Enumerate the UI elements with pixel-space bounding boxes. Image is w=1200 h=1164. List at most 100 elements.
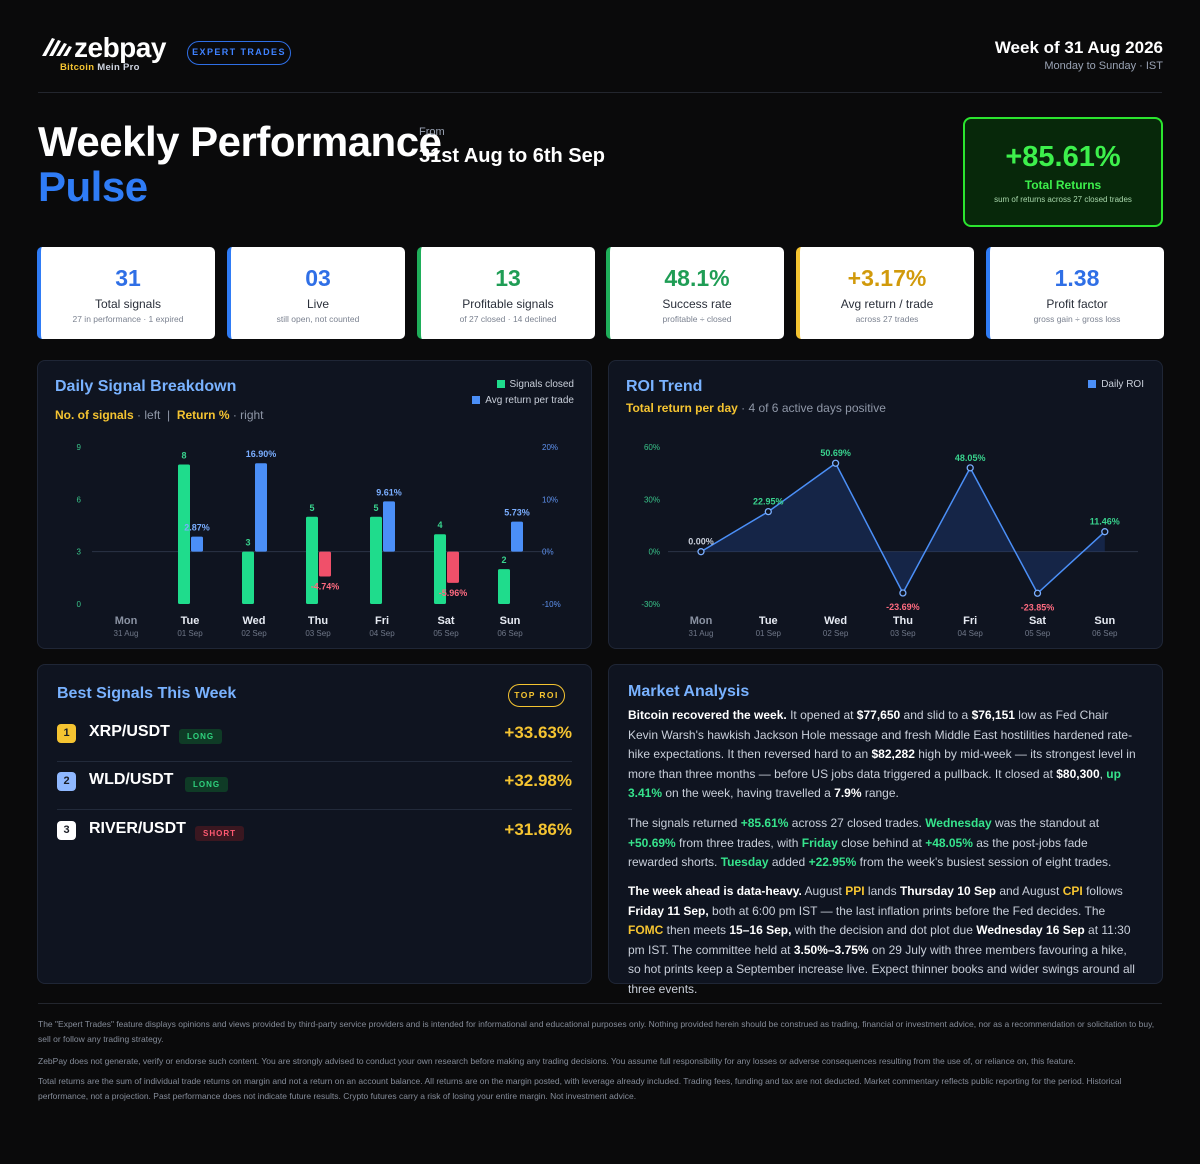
x-tick-day: Mon bbox=[690, 615, 713, 627]
signal-roi: +31.86% bbox=[504, 820, 572, 839]
daily-breakdown-title: Daily Signal Breakdown bbox=[55, 378, 237, 395]
brand-tagline: Bitcoin Mein Pro bbox=[60, 62, 140, 73]
y-left-tick: 0 bbox=[77, 600, 82, 609]
bar-label-return: -5.96% bbox=[439, 588, 468, 598]
market-p2-seg: The signals returned bbox=[628, 816, 741, 830]
stat-label: Avg return / trade bbox=[840, 297, 934, 311]
top-roi-badge[interactable]: TOP ROI bbox=[508, 684, 565, 707]
expert-trades-pill[interactable]: EXPERT TRADES bbox=[187, 41, 291, 65]
market-p3-seg: Friday 11 Sep, bbox=[628, 903, 709, 918]
market-p3-seg: follows bbox=[1082, 884, 1123, 898]
y-left-tick: 6 bbox=[77, 495, 82, 504]
daily-breakdown-chart: 0 3 6 9 -10% 0% 10% 20% Mon 31 Aug 8 2.87% Tue 01 Sep… bbox=[77, 443, 561, 638]
roi-trend-subtitle: Total return per day · 4 of 6 active day… bbox=[626, 401, 886, 415]
roi-point bbox=[1033, 589, 1042, 597]
market-p3-seg: The week ahead is data-heavy. bbox=[628, 884, 802, 898]
stat-label: Success rate bbox=[662, 297, 732, 311]
x-tick-date: 05 Sep bbox=[1025, 629, 1051, 638]
page-title: Weekly Performance bbox=[38, 118, 442, 165]
market-p3-seg: PPI bbox=[845, 884, 865, 898]
rank-badge: 1 bbox=[57, 724, 76, 743]
bar-avg-return bbox=[319, 551, 331, 577]
stat-sub: of 27 closed · 14 declined bbox=[459, 314, 557, 324]
stat-value: +3.17% bbox=[847, 265, 927, 291]
y-left-tick: 3 bbox=[77, 548, 82, 557]
bar-signals-closed bbox=[434, 534, 446, 604]
x-tick-day: Fri bbox=[375, 615, 389, 627]
bar-label-return: 5.73% bbox=[504, 508, 530, 518]
x-tick-day: Thu bbox=[308, 615, 328, 627]
signal-roi: +32.98% bbox=[504, 771, 572, 790]
x-tick-date: 03 Sep bbox=[305, 629, 331, 638]
market-p2-seg: was the standout at bbox=[991, 816, 1100, 830]
rank-badge: 3 bbox=[57, 821, 76, 840]
bar-avg-return bbox=[511, 521, 523, 552]
market-p1-seg: $82,282 bbox=[871, 747, 915, 762]
x-tick-date: 31 Aug bbox=[114, 629, 139, 638]
legend-avg-return: Avg return per trade bbox=[472, 395, 574, 406]
best-signals-panel bbox=[37, 664, 592, 984]
bar-label-signals: 8 bbox=[181, 450, 186, 460]
signal-row[interactable]: 1 XRP/USDT LONG +33.63% bbox=[57, 723, 572, 772]
signal-row[interactable]: 2 WLD/USDT LONG +32.98% bbox=[57, 771, 572, 820]
brand-logo: zebpay Bitcoin Mein Pro bbox=[40, 34, 190, 74]
bar-signals-closed bbox=[178, 464, 190, 604]
market-p3-seg: then meets bbox=[663, 923, 730, 938]
stat-card-avg-return: +3.17% Avg return / trade across 27 trad… bbox=[796, 247, 974, 339]
roi-trend-title: ROI Trend bbox=[626, 378, 703, 395]
market-p1-seg: 7.9% bbox=[834, 786, 862, 801]
market-p3-seg: Thursday 10 Sep bbox=[899, 884, 996, 898]
x-tick-day: Wed bbox=[824, 615, 847, 627]
y-tick: -30% bbox=[641, 600, 660, 609]
x-tick-date: 01 Sep bbox=[177, 629, 203, 638]
market-p3-seg: at 11:30 pm IST. The committee held at bbox=[628, 923, 1131, 957]
market-p2-seg: from the week's busiest session of eight… bbox=[856, 855, 1112, 870]
market-p2-seg: Wednesday bbox=[925, 816, 992, 830]
roi-point bbox=[966, 464, 974, 472]
y-tick: 30% bbox=[644, 495, 660, 504]
legend-signals-closed: Signals closed bbox=[496, 379, 574, 390]
bar-label-signals: 5 bbox=[309, 503, 314, 513]
daily-breakdown-subtitle: No. of signals · left | Return % · right bbox=[55, 408, 264, 422]
total-returns-card: +85.61% Total Returns sum of returns acr… bbox=[963, 117, 1163, 227]
brand-name: zebpay bbox=[74, 32, 166, 63]
best-signals-title: Best Signals This Week bbox=[57, 685, 237, 702]
market-p3-seg: lands bbox=[864, 884, 900, 898]
roi-label: 50.69% bbox=[820, 448, 851, 458]
legend-swatch-blue bbox=[472, 396, 481, 404]
bar-avg-return bbox=[447, 551, 459, 583]
legend-swatch-green bbox=[496, 380, 505, 388]
market-p1-seg: low as Fed Chair Kevin Warsh's hawkish J… bbox=[628, 708, 1133, 762]
roi-area bbox=[701, 463, 1105, 594]
signal-row[interactable]: 3 RIVER/USDT SHORT +31.86% bbox=[57, 820, 572, 869]
y-right-tick: 20% bbox=[542, 443, 558, 452]
row-divider bbox=[57, 761, 572, 762]
x-tick-day: Mon bbox=[115, 615, 138, 627]
market-p2-seg: close behind at bbox=[837, 835, 926, 850]
x-tick-date: 05 Sep bbox=[433, 629, 459, 638]
roi-label: -23.85% bbox=[1021, 602, 1055, 612]
week-title: Week of 31 Aug 2026 bbox=[994, 38, 1163, 57]
bar-label-return: -4.74% bbox=[311, 581, 340, 591]
stat-label: Profit factor bbox=[1046, 297, 1108, 311]
zebra-logo-icon bbox=[42, 38, 72, 56]
market-p3-seg: with the decision and dot plot due bbox=[791, 923, 977, 938]
x-tick-date: 02 Sep bbox=[241, 629, 267, 638]
stat-label: Profitable signals bbox=[462, 297, 554, 311]
roi-label: 11.46% bbox=[1090, 517, 1120, 527]
market-analysis-panel bbox=[608, 664, 1163, 984]
x-tick-day: Sat bbox=[437, 615, 454, 627]
x-tick-day: Thu bbox=[893, 615, 913, 627]
stat-label: Total signals bbox=[94, 297, 162, 311]
market-paragraph-3: The week ahead is data-heavy. August PPI… bbox=[628, 882, 1140, 1000]
stat-card-total-signals: 31 Total signals 27 in performance · 1 e… bbox=[37, 247, 215, 339]
market-p1-seg: $80,300 bbox=[1056, 766, 1100, 781]
roi-point bbox=[764, 507, 772, 516]
legend-daily-roi: Daily ROI bbox=[1088, 379, 1144, 390]
stat-value: 13 bbox=[495, 265, 521, 291]
market-p3-seg: Wednesday 16 Sep bbox=[976, 923, 1085, 938]
row-divider bbox=[57, 809, 572, 810]
market-p1-seg: $77,650 bbox=[856, 708, 901, 722]
market-analysis-title: Market Analysis bbox=[628, 683, 750, 700]
bar-label-return: 16.90% bbox=[246, 449, 277, 459]
